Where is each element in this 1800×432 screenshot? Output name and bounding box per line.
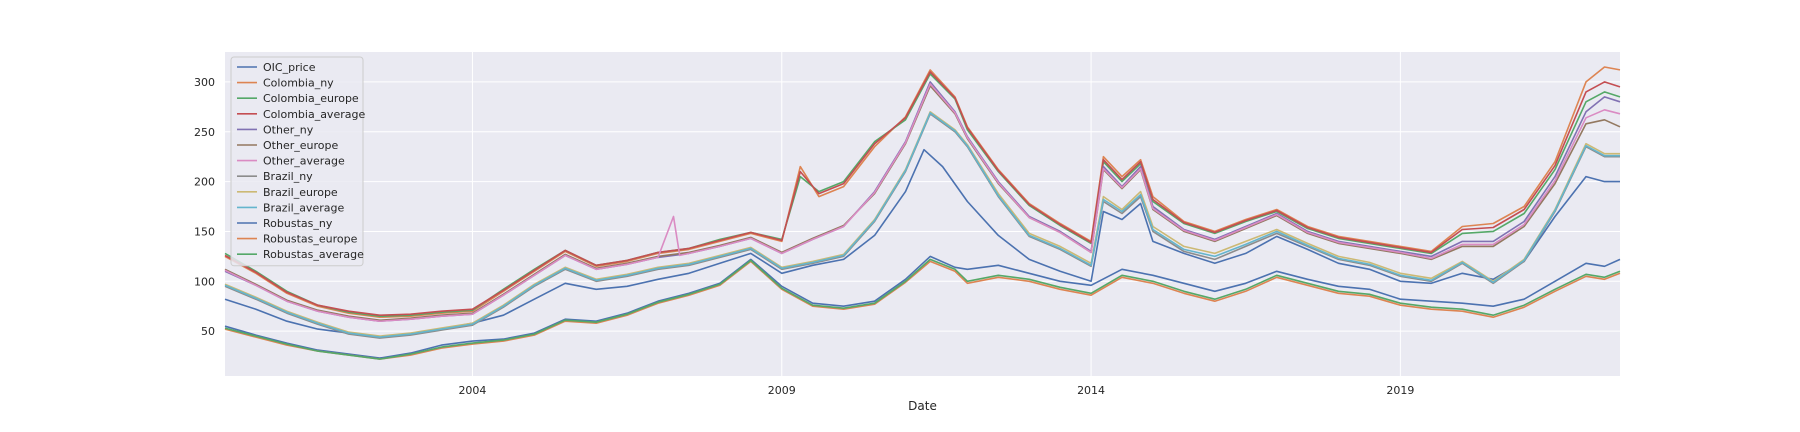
legend: OIC_price Colombia_ny Colombia_europe Colom… [230,56,365,267]
x-tick-label: 2014 [1077,384,1105,397]
series-line-robustas-average [224,258,1621,360]
series-line-robustas-ny [224,255,1621,359]
legend-label: Robustas_ny [263,217,333,230]
legend-label: OIC_price [263,61,316,74]
legend-box [230,56,364,267]
legend-label: Brazil_ny [263,170,313,183]
legend-label: Robustas_average [263,248,364,261]
series-line-brazil-average [224,112,1620,338]
legend-label: Robustas_europe [263,233,358,246]
grid-lines [225,52,1620,376]
y-tick-label: 200 [194,176,215,189]
y-tick-label: 250 [194,126,215,139]
series-line-robustas-europe [224,260,1621,360]
x-tick-label: 2019 [1386,384,1414,397]
legend-label: Other_europe [263,139,338,152]
x-tick-label: 2004 [458,384,486,397]
y-axis-ticks: 50 100 150 200 250 300 [194,76,215,338]
legend-label: Colombia_average [263,108,365,121]
series-lines [224,66,1621,360]
legend-label: Other_ny [263,123,314,136]
legend-label: Other_average [263,155,345,168]
series-line-colombia-average [224,71,1621,316]
plot-area [225,52,1620,376]
x-axis-label: Date [908,399,937,413]
legend-label: Colombia_europe [263,92,359,105]
series-line-other-average [224,83,1621,322]
x-axis-ticks: 2004 2009 2014 2019 [458,384,1414,397]
y-tick-label: 100 [194,275,215,288]
y-tick-label: 150 [194,225,215,238]
legend-label: Brazil_europe [263,186,338,199]
legend-label: Colombia_ny [263,77,334,90]
y-tick-label: 300 [194,76,215,89]
x-tick-label: 2009 [768,384,796,397]
legend-label: Brazil_average [263,201,344,214]
y-tick-label: 50 [201,325,215,338]
